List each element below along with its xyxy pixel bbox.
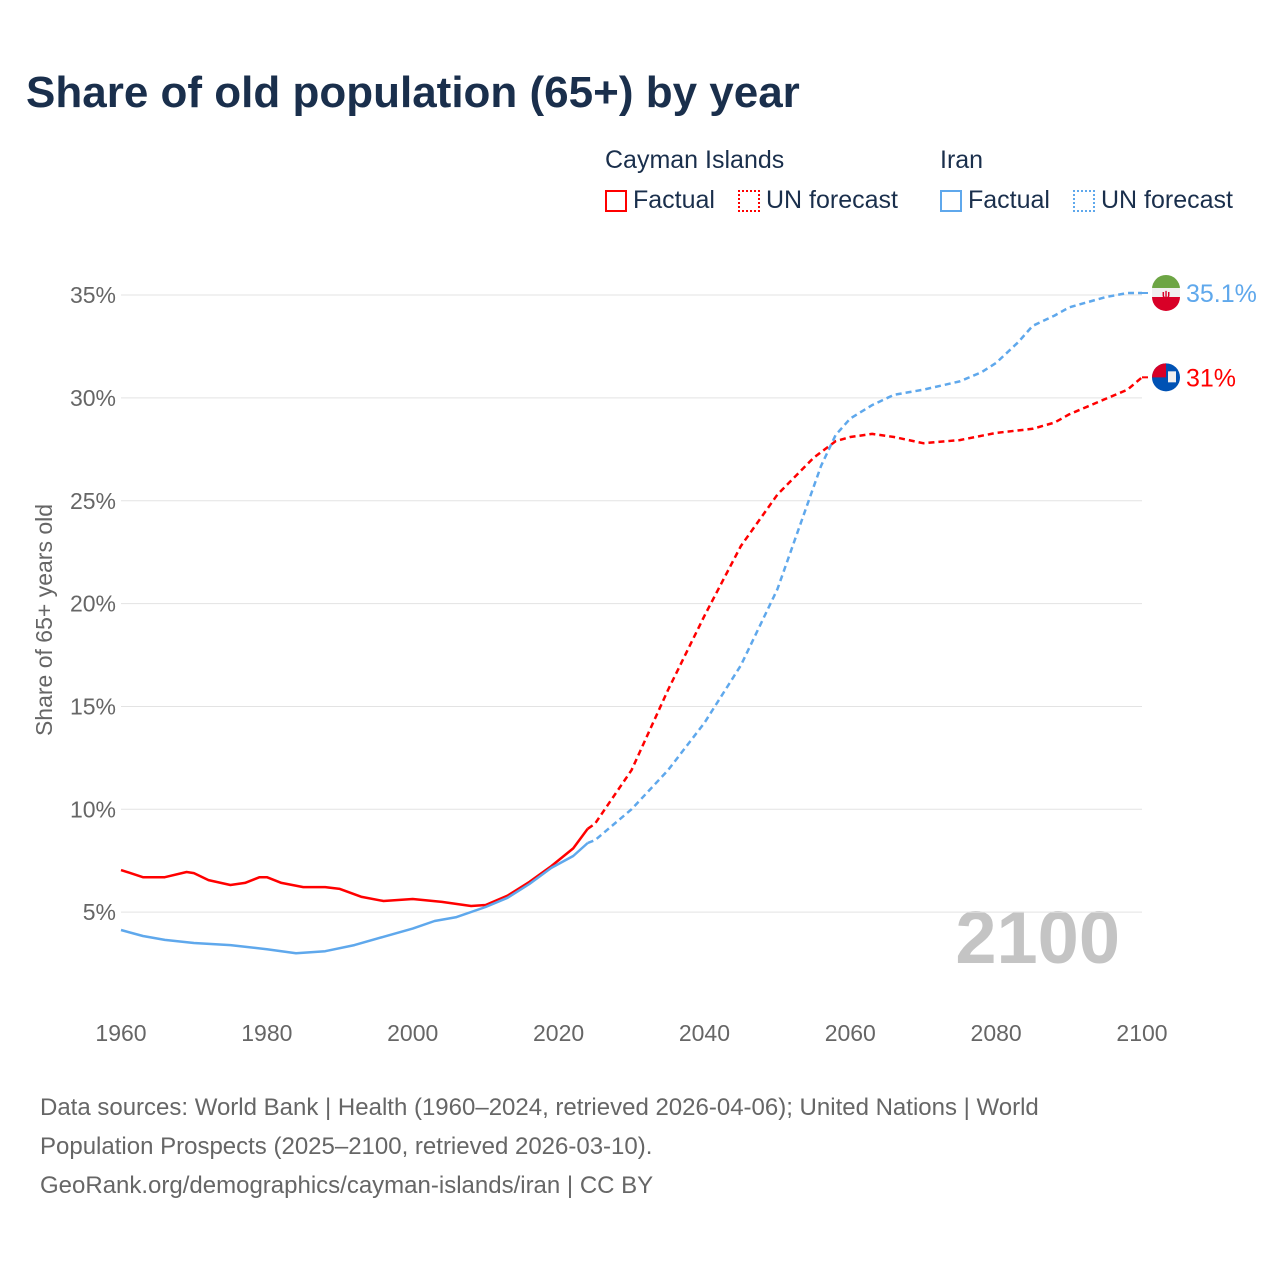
y-tick-label: 10% — [70, 796, 116, 822]
legend-swatch-solid — [605, 189, 627, 212]
flag-emblem: ψ — [1162, 289, 1170, 301]
legend-group-iran: Iran — [940, 146, 984, 174]
x-tick-label: 2100 — [1116, 1020, 1167, 1046]
legend-label: UN forecast — [766, 186, 898, 214]
legend-group-cayman: Cayman Islands — [605, 146, 785, 174]
x-tick-label: 2020 — [533, 1020, 584, 1046]
y-tick-label: 20% — [70, 591, 116, 617]
legend-label: UN forecast — [1101, 186, 1233, 214]
x-tick-label: 1980 — [241, 1020, 292, 1046]
flag-stripe-white — [1152, 287, 1180, 298]
y-tick-label: 15% — [70, 693, 116, 719]
series-line-cayman-islands-un-forecast — [586, 376, 1143, 830]
footer: Data sources: World Bank | Health (1960–… — [40, 1088, 1039, 1205]
series-line-iran-factual — [120, 842, 589, 955]
flag-crest — [1168, 371, 1176, 383]
flag-stripe-red — [1152, 296, 1181, 311]
legend-label: Factual — [633, 186, 715, 214]
legend-iran-forecast[interactable]: UN forecast — [1073, 186, 1233, 215]
footer-credit-link[interactable]: GeoRank.org/demographics/cayman-islands/… — [40, 1172, 654, 1199]
footer-sources-line2: Population Prospects (2025–2100, retriev… — [40, 1133, 653, 1160]
year-watermark: 2100 — [955, 896, 1120, 979]
iran-flag-icon: ψ — [1152, 274, 1181, 311]
cayman-flag-icon — [1152, 363, 1180, 392]
x-tick-label: 2060 — [825, 1020, 876, 1046]
y-tick-label: 5% — [83, 899, 116, 925]
plot-area: Share of 65+ years old 2100 5% 10% 15% 20% 2… — [31, 274, 1257, 1046]
x-tick-label: 2040 — [679, 1020, 730, 1046]
flag-union-jack — [1152, 363, 1166, 378]
end-value-label: 35.1% — [1186, 280, 1257, 308]
x-tick-label: 2080 — [971, 1020, 1022, 1046]
legend-cayman-factual[interactable]: Factual — [605, 186, 715, 215]
legend-swatch-solid — [940, 189, 962, 212]
legend-label: Factual — [968, 186, 1050, 214]
y-axis-label: Share of 65+ years old — [31, 504, 57, 736]
chart-title: Share of old population (65+) by year — [26, 68, 800, 117]
legend-iran-factual[interactable]: Factual — [940, 186, 1050, 215]
y-tick-label: 30% — [70, 385, 116, 411]
x-tick-label: 2000 — [387, 1020, 438, 1046]
x-tick-label: 1960 — [95, 1020, 146, 1046]
end-value-label: 31% — [1186, 364, 1236, 392]
footer-sources-line1: Data sources: World Bank | Health (1960–… — [40, 1094, 1039, 1121]
y-tick-label: 25% — [70, 488, 116, 514]
legend-swatch-dotted — [738, 189, 760, 212]
flag-stripe-green — [1152, 274, 1181, 289]
legend-swatch-dotted — [1073, 189, 1095, 212]
series-line-cayman-islands-factual — [120, 828, 589, 908]
series-line-iran-un-forecast — [587, 291, 1142, 845]
y-tick-label: 35% — [70, 282, 116, 308]
legend-cayman-forecast[interactable]: UN forecast — [738, 186, 898, 215]
